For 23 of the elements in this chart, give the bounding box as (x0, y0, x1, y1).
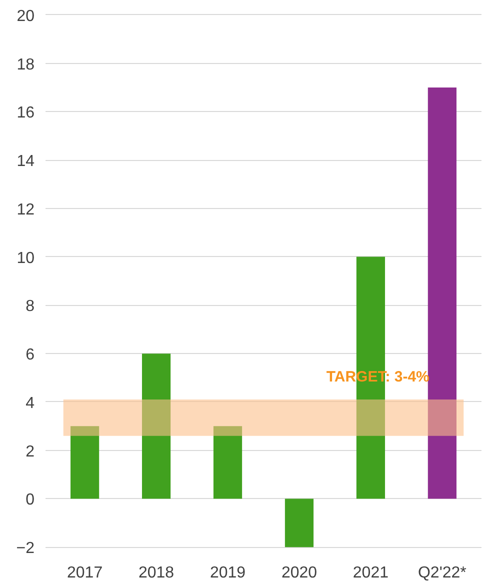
bar (284, 498, 314, 548)
x-tick-label: 2018 (138, 564, 174, 582)
y-tick-label: 0 (26, 492, 35, 509)
x-tick-label: Q2'22* (418, 564, 466, 582)
y-tick-label: 8 (26, 298, 35, 316)
x-tick-label: 2019 (210, 564, 246, 582)
y-tick-label: 4 (26, 394, 35, 412)
y-tick-label: 10 (16, 250, 35, 267)
bar (428, 87, 456, 499)
x-tick-label: 2017 (67, 564, 103, 582)
y-tick-label: 6 (26, 346, 35, 364)
y-tick-label: −2 (16, 540, 35, 558)
y-tick-label: 2 (26, 443, 35, 460)
x-tick-label: 2020 (281, 564, 318, 582)
y-tick-label: 12 (16, 201, 35, 218)
bar (142, 354, 171, 499)
x-tick-label: 2021 (352, 564, 389, 582)
y-tick-label: 20 (16, 8, 35, 25)
y-tick-label: 14 (16, 153, 35, 170)
y-tick-label: 18 (16, 56, 35, 74)
bar (213, 426, 242, 499)
bar (70, 426, 100, 499)
y-tick-label: 16 (16, 104, 35, 122)
